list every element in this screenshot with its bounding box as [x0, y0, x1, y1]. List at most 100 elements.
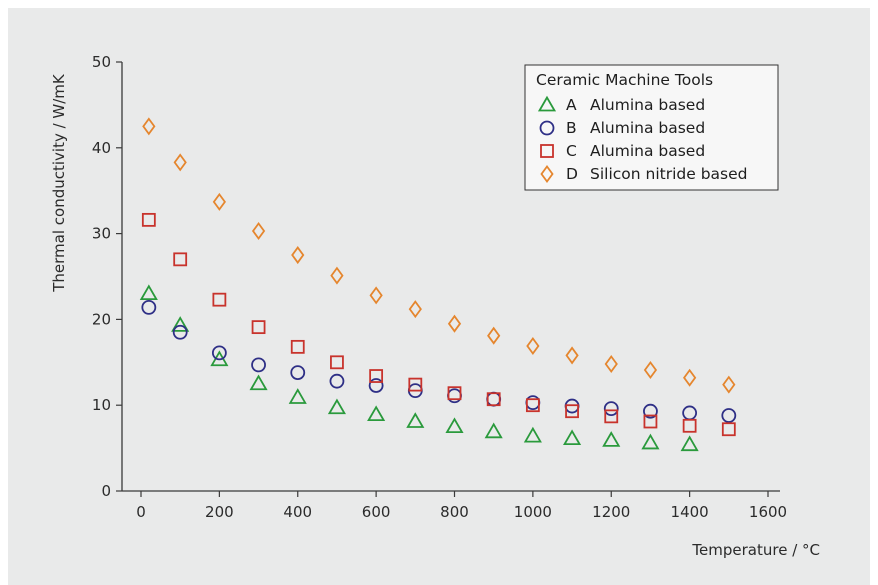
data-point-b: [329, 373, 345, 389]
data-point-d: [142, 117, 156, 136]
data-point-c: [721, 422, 736, 437]
data-point-d: [369, 286, 383, 305]
x-tick-label: 200: [205, 503, 234, 521]
legend-letter: A: [566, 96, 577, 114]
y-tick-label: 20: [92, 310, 111, 328]
data-point-a: [641, 433, 660, 450]
legend: Ceramic Machine Tools A Alumina based B Alu…: [524, 64, 779, 191]
y-tick-label: 50: [92, 53, 111, 71]
data-points: [139, 117, 737, 452]
x-tick-label: 400: [283, 503, 312, 521]
series-c: [141, 212, 736, 437]
data-point-a: [563, 429, 582, 446]
legend-entry-d: D Silicon nitride based: [540, 164, 748, 184]
data-point-a: [139, 284, 158, 301]
data-point-d: [683, 368, 697, 387]
legend-label: Alumina based: [590, 119, 705, 137]
data-point-d: [722, 375, 736, 394]
data-point-a: [249, 374, 268, 391]
y-axis-title: Thermal conductivity / W/mK: [50, 73, 68, 293]
data-point-d: [447, 314, 462, 333]
y-tick-label: 40: [92, 139, 111, 157]
x-tick-label: 1200: [592, 503, 630, 521]
data-point-d: [251, 222, 266, 241]
x-tick-label: 1000: [514, 503, 552, 521]
data-point-c: [682, 418, 697, 433]
data-point-c: [565, 404, 579, 419]
thermal-conductivity-chart: 0 200 400 600 800 1000 1200 1400 1600 0 10 20 30 40 5…: [50, 53, 820, 559]
data-point-b: [290, 365, 306, 380]
x-tick-label: 1600: [749, 503, 787, 521]
x-tick-label: 800: [440, 503, 469, 521]
data-point-c: [408, 377, 423, 392]
data-point-c: [369, 369, 384, 383]
data-point-b: [172, 324, 188, 340]
legend-title: Ceramic Machine Tools: [536, 71, 713, 89]
legend-box: [524, 64, 779, 191]
data-point-c: [173, 252, 188, 267]
data-point-b: [251, 357, 266, 373]
data-point-d: [643, 361, 658, 380]
data-point-c: [447, 386, 462, 401]
x-tick-label: 1400: [671, 503, 709, 521]
data-point-a: [602, 431, 621, 447]
y-tick-label: 0: [101, 482, 111, 500]
data-point-d: [212, 192, 226, 211]
data-point-c: [141, 212, 156, 227]
axes: 0 200 400 600 800 1000 1200 1400 1600 0 10 20 30 40 5…: [50, 53, 820, 559]
data-point-c: [212, 292, 227, 307]
legend-entry-b: B Alumina based: [539, 119, 705, 137]
legend-letter: B: [566, 119, 577, 137]
legend-entries: A Alumina based B Alumina based C Alumina bas…: [537, 95, 748, 184]
legend-marker-diamond: [540, 164, 554, 184]
data-point-c: [290, 339, 305, 354]
x-ticks: 0 200 400 600 800 1000 1200 1400 1600: [136, 491, 787, 521]
data-point-c: [643, 414, 658, 429]
data-point-b: [603, 401, 619, 417]
x-axis-title: Temperature / °C: [691, 541, 820, 559]
data-point-c: [486, 392, 501, 407]
data-point-a: [288, 388, 307, 404]
data-point-b: [368, 378, 384, 393]
data-point-a: [327, 398, 346, 415]
data-point-d: [526, 336, 540, 356]
chart-panel: 0 200 400 600 800 1000 1200 1400 1600 0 10 20 30 40 5…: [8, 8, 870, 585]
legend-marker-triangle: [537, 95, 557, 112]
legend-label: Alumina based: [590, 142, 705, 160]
legend-marker-circle: [539, 120, 555, 136]
data-point-a: [523, 426, 542, 443]
legend-label: Alumina based: [590, 96, 705, 114]
data-point-b: [486, 391, 502, 407]
data-point-c: [525, 398, 540, 413]
data-point-a: [171, 316, 190, 332]
y-ticks: 0 10 20 30 40 50: [92, 53, 122, 500]
data-point-c: [604, 409, 619, 424]
data-point-d: [173, 153, 187, 172]
legend-label: Silicon nitride based: [590, 165, 748, 183]
data-point-d: [487, 326, 501, 345]
series-d: [142, 117, 736, 394]
data-point-d: [604, 354, 618, 374]
data-point-a: [680, 435, 699, 452]
data-point-d: [291, 246, 305, 265]
series-b: [141, 299, 737, 423]
data-point-b: [721, 408, 737, 423]
legend-letter: D: [566, 165, 578, 183]
data-point-b: [211, 345, 227, 361]
y-tick-label: 10: [92, 396, 111, 414]
data-point-b: [447, 388, 462, 404]
data-point-a: [367, 405, 386, 422]
legend-marker-square: [540, 144, 554, 158]
data-point-a: [445, 417, 464, 434]
legend-entry-a: A Alumina based: [537, 95, 705, 114]
x-tick-label: 0: [136, 503, 146, 521]
data-point-b: [643, 403, 658, 419]
legend-letter: C: [566, 142, 577, 160]
data-point-d: [330, 266, 344, 285]
data-point-c: [330, 355, 344, 370]
data-point-a: [484, 422, 503, 439]
y-tick-label: 30: [92, 225, 111, 243]
data-point-d: [408, 300, 422, 319]
data-point-b: [141, 299, 157, 315]
